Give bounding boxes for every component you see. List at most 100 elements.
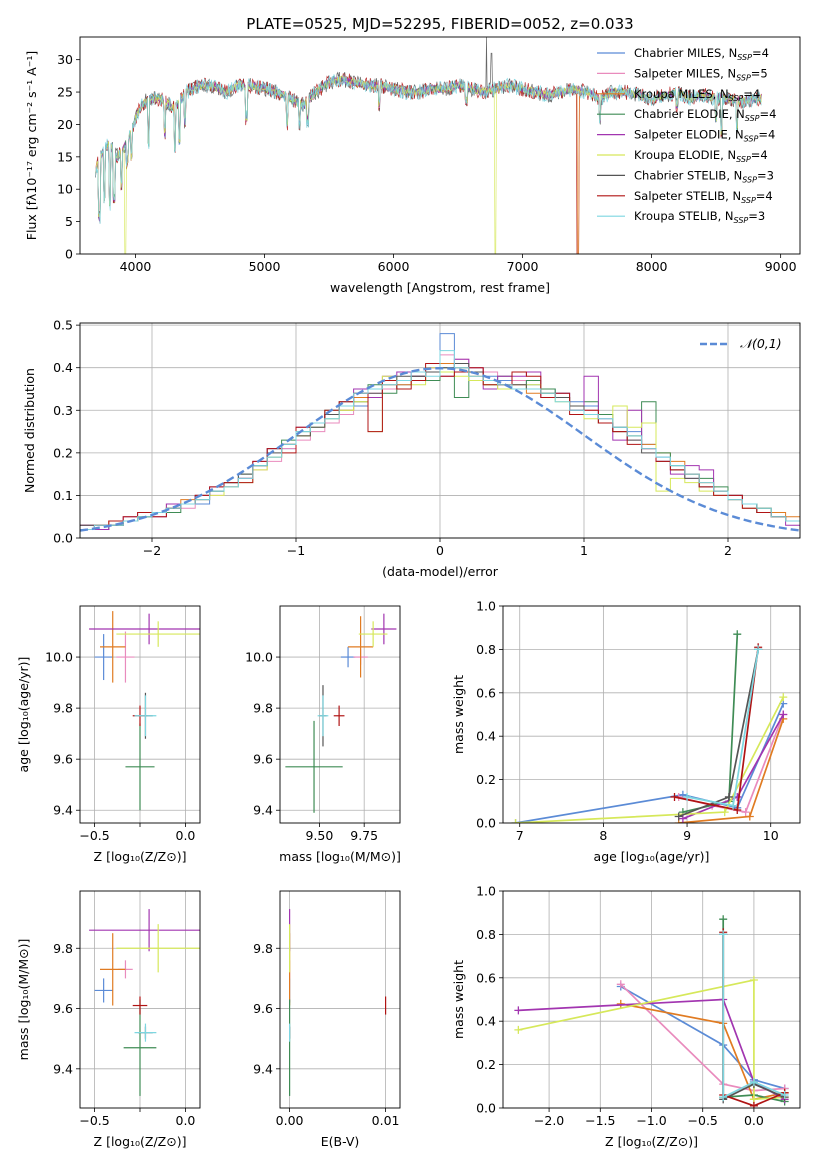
legend-entry: Kroupa ELODIE, NSSP=4 bbox=[634, 148, 768, 164]
y-axis-label: Normed distribution bbox=[22, 368, 37, 493]
y-tick-label: 20 bbox=[57, 117, 73, 132]
y-tick-label: 0.4 bbox=[476, 1014, 496, 1029]
x-axis-label: Z [log₁₀(Z/Z⊙)] bbox=[94, 849, 187, 864]
y-tick-label: 9.8 bbox=[253, 701, 273, 716]
panel-age-vs-mass: 9.50 9.75 9.4 9.6 9.8 10.0 mass [log₁₀(M/M⊙)] bbox=[245, 605, 401, 864]
y-tick-label: 9.8 bbox=[53, 941, 73, 956]
legend-entry: Salpeter ELODIE, NSSP=4 bbox=[634, 128, 775, 144]
panel-mass-vs-Z: −0.5 0.0 9.4 9.6 9.8 Z [log₁₀(Z/Z⊙)] mass [log… bbox=[16, 890, 201, 1149]
plot-area bbox=[89, 909, 200, 1096]
x-tick-label: −1.0 bbox=[636, 1113, 666, 1128]
x-tick-label: 10 bbox=[763, 828, 779, 843]
y-tick-label: 9.4 bbox=[53, 803, 73, 818]
weight-marker bbox=[733, 805, 742, 814]
weight-line bbox=[682, 634, 739, 813]
axes-frame bbox=[79, 36, 801, 255]
panel-weight-vs-age: 7 8 9 10 0.0 0.2 0.4 0.6 0.8 1.0 age [log₁₀(age/yr… bbox=[451, 599, 801, 864]
weight-marker bbox=[514, 1006, 523, 1015]
weight-marker bbox=[719, 915, 728, 924]
legend-entry: Chabrier STELIB, NSSP=3 bbox=[634, 168, 774, 184]
x-tick-label: 8 bbox=[599, 828, 607, 843]
weight-marker bbox=[670, 792, 679, 801]
y-tick-label: 0.2 bbox=[53, 445, 73, 460]
y-tick-label: 0.6 bbox=[476, 970, 496, 985]
plot-area bbox=[80, 333, 800, 538]
plot-area bbox=[285, 613, 397, 813]
plot-area bbox=[511, 630, 788, 823]
y-tick-label: 9.8 bbox=[253, 941, 273, 956]
y-axis-label: mass [log₁₀(M/M⊙)] bbox=[16, 939, 31, 1061]
x-axis-label: mass [log₁₀(M/M⊙)] bbox=[279, 849, 401, 864]
legend: Chabrier MILES, NSSP=4 Salpeter MILES, NS… bbox=[597, 46, 776, 225]
weight-marker bbox=[616, 999, 625, 1008]
weight-marker bbox=[683, 792, 692, 801]
plot-area bbox=[89, 611, 200, 811]
histogram-step bbox=[80, 362, 800, 538]
y-tick-label: 30 bbox=[57, 52, 73, 67]
y-axis-label: mass weight bbox=[451, 960, 466, 1039]
y-tick-label: 9.6 bbox=[53, 1001, 73, 1016]
x-tick-label: 5000 bbox=[249, 259, 281, 274]
y-tick-label: 0.0 bbox=[476, 1101, 496, 1116]
weight-marker bbox=[724, 792, 733, 801]
y-tick-label: 9.4 bbox=[53, 1061, 73, 1076]
x-tick-label: 9.75 bbox=[350, 828, 378, 843]
weight-marker bbox=[754, 645, 763, 654]
axes-frame bbox=[79, 890, 201, 1109]
legend-entry: Kroupa MILES, NSSP=4 bbox=[634, 87, 760, 103]
y-tick-label: 0.0 bbox=[53, 531, 73, 546]
weight-marker bbox=[780, 1090, 789, 1099]
normal-curve bbox=[80, 366, 800, 532]
x-tick-label: −2.0 bbox=[534, 1113, 564, 1128]
x-tick-label: 0.0 bbox=[176, 828, 196, 843]
plot-area bbox=[514, 915, 789, 1108]
x-tick-label: 9 bbox=[683, 828, 691, 843]
x-tick-label: −1 bbox=[287, 543, 305, 558]
y-tick-label: 25 bbox=[57, 85, 73, 100]
y-tick-label: 0.8 bbox=[476, 642, 496, 657]
x-tick-label: −2 bbox=[143, 543, 161, 558]
y-tick-label: 9.6 bbox=[253, 752, 273, 767]
y-tick-label: 0.4 bbox=[476, 729, 496, 744]
y-tick-label: 0.3 bbox=[53, 403, 73, 418]
y-tick-label: 1.0 bbox=[476, 884, 496, 899]
y-tick-label: 15 bbox=[57, 149, 73, 164]
weight-marker bbox=[749, 1101, 758, 1108]
y-tick-label: 10 bbox=[57, 182, 73, 197]
histogram-step bbox=[80, 354, 800, 538]
panel-spectrum: 4000 5000 6000 7000 8000 9000 0 5 10 15 20 25 30 wave… bbox=[24, 36, 801, 295]
x-tick-label: −1.5 bbox=[585, 1113, 615, 1128]
y-axis-label: mass weight bbox=[451, 675, 466, 754]
weight-marker bbox=[741, 808, 750, 817]
x-tick-label: −0.5 bbox=[79, 1113, 109, 1128]
legend-entry: Salpeter STELIB, NSSP=4 bbox=[634, 189, 773, 205]
y-axis-label: age [log₁₀(age/yr)] bbox=[16, 657, 31, 773]
x-tick-label: 0.01 bbox=[372, 1113, 400, 1128]
weight-marker bbox=[719, 930, 728, 939]
plot-area bbox=[95, 37, 762, 254]
weight-line bbox=[620, 983, 785, 1092]
histogram-step bbox=[80, 350, 800, 538]
weight-marker bbox=[514, 1025, 523, 1034]
weight-line bbox=[518, 978, 785, 1101]
axes-frame bbox=[502, 605, 801, 824]
legend-entry: Kroupa STELIB, NSSP=3 bbox=[634, 209, 765, 225]
histogram-step bbox=[80, 358, 800, 538]
x-tick-label: 2 bbox=[724, 543, 732, 558]
histogram-step bbox=[80, 362, 800, 538]
legend-entry: Chabrier MILES, NSSP=4 bbox=[634, 46, 769, 62]
panel-mass-vs-ebv: 0.00 0.01 9.4 9.6 9.8 E(B-V) bbox=[253, 890, 401, 1149]
weight-marker bbox=[674, 812, 683, 821]
y-tick-label: 0.2 bbox=[476, 1057, 496, 1072]
x-tick-label: 0.0 bbox=[744, 1113, 764, 1128]
weight-marker bbox=[678, 814, 687, 823]
legend-entry: Salpeter MILES, NSSP=5 bbox=[634, 66, 768, 82]
legend-entry: 𝒩(0,1) bbox=[740, 336, 782, 351]
x-tick-label: 9000 bbox=[765, 259, 797, 274]
y-tick-label: 0.8 bbox=[476, 927, 496, 942]
x-tick-label: 0.0 bbox=[176, 1113, 196, 1128]
y-tick-label: 0.5 bbox=[53, 318, 73, 333]
axes-frame bbox=[79, 322, 801, 539]
weight-marker bbox=[749, 975, 758, 984]
